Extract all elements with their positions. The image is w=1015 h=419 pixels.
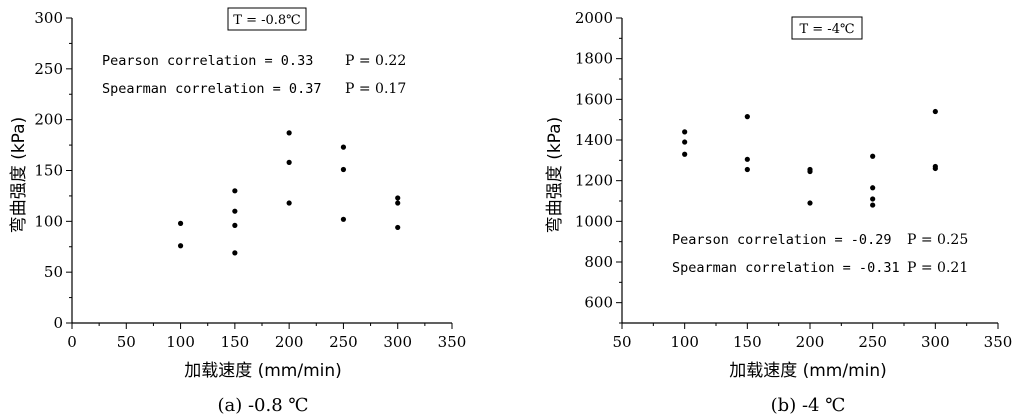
data-point xyxy=(232,222,238,228)
x-tick-label: 350 xyxy=(984,333,1013,351)
data-point xyxy=(340,144,347,150)
y-tick-label: 800 xyxy=(584,253,613,271)
data-point xyxy=(682,151,688,157)
y-tick-label: 2000 xyxy=(575,9,613,27)
x-tick-label: 200 xyxy=(796,333,825,351)
spearman-text-a: Spearman correlation = 0.37 xyxy=(102,81,321,97)
temperature-box-a xyxy=(227,7,307,31)
y-tick-label: 250 xyxy=(34,60,63,78)
x-tick-label: 300 xyxy=(921,333,950,351)
data-point xyxy=(870,202,876,208)
x-tick-label: 150 xyxy=(733,333,762,351)
x-tick-label: 200 xyxy=(275,333,304,351)
y-axis-title-a: 弯曲强度 (kPa) xyxy=(9,117,29,233)
data-point xyxy=(682,139,688,145)
temperature-box-b xyxy=(791,16,863,40)
caption-b: (b) -4 ℃ xyxy=(771,395,846,416)
data-point xyxy=(870,153,876,159)
data-point xyxy=(232,188,238,194)
data-point xyxy=(395,195,401,201)
data-point xyxy=(807,200,813,206)
data-point xyxy=(340,166,347,173)
y-tick-label: 50 xyxy=(44,263,63,281)
data-point xyxy=(395,224,401,231)
temperature-label-a: T = -0.8℃ xyxy=(227,7,307,31)
data-point xyxy=(932,165,938,172)
data-point xyxy=(744,156,750,162)
data-point xyxy=(177,243,184,249)
pearson-p-b: P = 0.25 xyxy=(907,232,968,248)
chart-panel-a: 0 50 100 150 200 250 300 350050100150200250300 … xyxy=(9,7,466,416)
y-tick-label: 1000 xyxy=(575,212,613,230)
data-point xyxy=(177,220,184,226)
x-tick-label: 50 xyxy=(612,333,631,351)
axes-b: 50 100 150 200 250 300 350 600 800 1000 1200 1400 16… xyxy=(575,9,1013,351)
temperature-label-b: T = -4℃ xyxy=(791,16,863,40)
data-point xyxy=(744,114,750,120)
data-point xyxy=(744,166,750,173)
points-b xyxy=(682,108,938,208)
x-tick-label: 250 xyxy=(329,333,358,351)
y-tick-label: 200 xyxy=(34,111,63,129)
y-tick-label: 0 xyxy=(53,314,63,332)
y-tick-label: 1200 xyxy=(575,172,613,190)
pearson-text-b: Pearson correlation = -0.29 xyxy=(672,232,891,248)
temperature-text-a: T = -0.8℃ xyxy=(233,13,300,28)
spearman-p-b: P = 0.21 xyxy=(907,260,968,276)
x-tick-label: 100 xyxy=(670,333,699,351)
x-tick-label: 0 xyxy=(67,333,77,351)
data-point xyxy=(286,130,292,136)
spearman-p-a: P = 0.17 xyxy=(345,81,406,97)
x-tick-label: 150 xyxy=(221,333,250,351)
spearman-text-b: Spearman correlation = -0.31 xyxy=(672,260,900,276)
chart-panel-b: 50 100 150 200 250 300 350 600 800 1000 1200 1400 16… xyxy=(545,9,1012,416)
y-tick-label: 1800 xyxy=(575,50,613,68)
x-tick-label: 250 xyxy=(858,333,887,351)
y-tick-label: 300 xyxy=(34,9,63,27)
y-tick-label: 600 xyxy=(584,294,613,312)
data-point xyxy=(807,168,813,175)
data-point xyxy=(232,250,238,256)
axes-a: 0 50 100 150 200 250 300 350 0 50 100 150 200 250 300 xyxy=(34,9,466,351)
caption-a: (a) -0.8 ℃ xyxy=(217,395,308,416)
data-point xyxy=(395,200,401,206)
data-point xyxy=(232,208,238,214)
data-point xyxy=(932,108,938,115)
points-a xyxy=(177,130,401,256)
x-axis-title-a: 加载速度 (mm/min) xyxy=(184,361,342,381)
pearson-p-a: P = 0.22 xyxy=(345,53,406,69)
x-tick-label: 100 xyxy=(166,333,195,351)
data-point xyxy=(340,216,347,222)
x-tick-label: 350 xyxy=(438,333,467,351)
temperature-text-b: T = -4℃ xyxy=(799,22,854,37)
data-point xyxy=(870,196,876,202)
x-tick-label: 50 xyxy=(117,333,136,351)
x-axis-title-b: 加载速度 (mm/min) xyxy=(729,361,887,381)
data-point xyxy=(286,200,292,206)
pearson-text-a: Pearson correlation = 0.33 xyxy=(102,53,313,69)
data-point xyxy=(682,129,688,135)
y-axis-title-b: 弯曲强度 (kPa) xyxy=(545,117,565,233)
y-tick-label: 100 xyxy=(34,212,63,230)
y-tick-label: 1400 xyxy=(575,131,613,149)
y-tick-label: 1600 xyxy=(575,90,613,108)
y-tick-label: 150 xyxy=(34,162,63,180)
data-point xyxy=(286,159,292,165)
data-point xyxy=(870,185,876,191)
x-tick-label: 300 xyxy=(383,333,412,351)
